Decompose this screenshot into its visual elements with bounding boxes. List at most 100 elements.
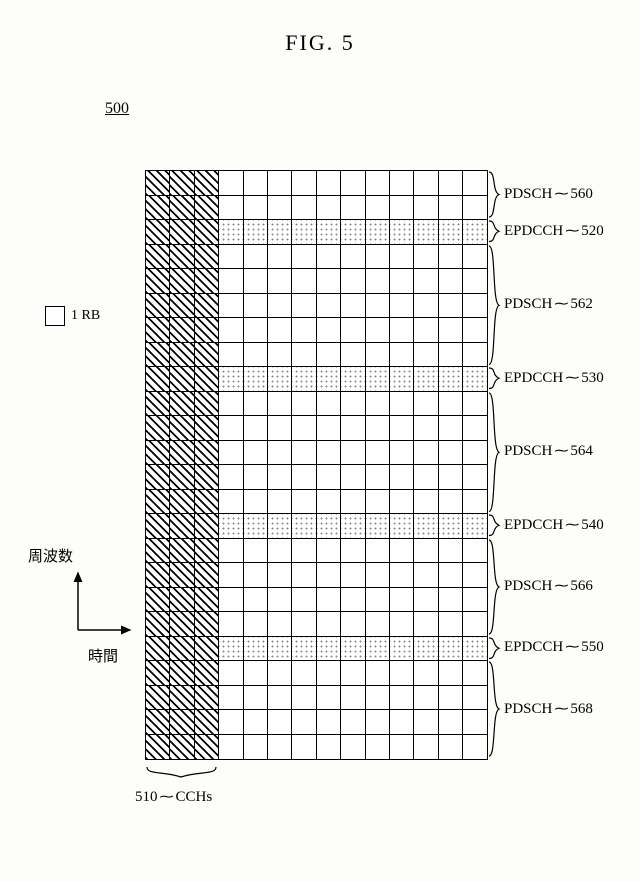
region-label: PDSCH <box>504 701 552 718</box>
grid-cell <box>317 465 341 490</box>
grid-cell <box>341 343 365 368</box>
region-ref: 564 <box>570 443 593 460</box>
leader-icon: ⁓ <box>554 296 568 313</box>
row-region: EPDCCH⁓540 <box>487 513 604 538</box>
grid-cell <box>219 245 243 270</box>
grid-cell <box>317 539 341 564</box>
legend: 1 RB <box>45 306 100 326</box>
grid-cell <box>463 588 487 613</box>
grid-cell <box>170 563 194 588</box>
grid-cell <box>414 220 438 245</box>
grid-cell <box>463 343 487 368</box>
region-ref: 520 <box>581 223 604 240</box>
grid-cell <box>414 269 438 294</box>
grid-cell <box>146 220 170 245</box>
grid-cell <box>292 490 316 515</box>
grid-cell <box>439 490 463 515</box>
grid-cell <box>292 220 316 245</box>
grid-cell <box>439 196 463 221</box>
grid-cell <box>317 171 341 196</box>
grid-cell <box>170 465 194 490</box>
grid-cell <box>341 171 365 196</box>
grid-cell <box>219 294 243 319</box>
grid-cell <box>317 661 341 686</box>
cchs-brace-icon <box>145 765 220 787</box>
grid-cell <box>219 196 243 221</box>
grid-cell <box>146 196 170 221</box>
grid-cell <box>366 465 390 490</box>
brace-icon <box>487 170 501 219</box>
grid-cell <box>244 514 268 539</box>
region-label: PDSCH <box>504 186 552 203</box>
grid-cell <box>439 710 463 735</box>
grid-cell <box>463 294 487 319</box>
cchs-label: 510⁓CCHs <box>135 789 212 806</box>
grid-cell <box>219 318 243 343</box>
grid-cell <box>317 245 341 270</box>
grid-cell <box>292 686 316 711</box>
grid-cell <box>366 196 390 221</box>
grid-cell <box>463 612 487 637</box>
grid-cell <box>366 294 390 319</box>
grid-cell <box>463 416 487 441</box>
row-region: PDSCH⁓560 <box>487 170 593 219</box>
grid-cell <box>414 637 438 662</box>
brace-icon <box>487 391 501 514</box>
axis-time-label: 時間 <box>88 645 118 666</box>
grid-cell <box>195 686 219 711</box>
grid-cell <box>146 710 170 735</box>
grid-cell <box>366 416 390 441</box>
grid-cell <box>341 392 365 417</box>
grid-cell <box>219 490 243 515</box>
grid-cell <box>463 269 487 294</box>
grid-cell <box>146 171 170 196</box>
grid-cell <box>219 661 243 686</box>
grid-cell <box>463 392 487 417</box>
grid-cell <box>170 612 194 637</box>
cchs-brace-group: 510⁓CCHs <box>145 765 220 792</box>
grid-cell <box>439 245 463 270</box>
grid-cell <box>463 171 487 196</box>
grid-cell <box>268 294 292 319</box>
grid-cell <box>268 514 292 539</box>
leader-icon: ⁓ <box>565 639 579 656</box>
grid-cell <box>244 661 268 686</box>
brace-icon <box>487 538 501 636</box>
leader-icon: ⁓ <box>565 223 579 240</box>
grid-cell <box>439 514 463 539</box>
figure-title: FIG. 5 <box>0 30 640 56</box>
brace-icon <box>487 366 501 391</box>
grid-cell <box>414 539 438 564</box>
grid-cell <box>317 735 341 760</box>
grid-cell <box>244 171 268 196</box>
row-region: EPDCCH⁓550 <box>487 636 604 661</box>
grid-cell <box>292 661 316 686</box>
grid-cell <box>219 539 243 564</box>
grid-cell <box>341 539 365 564</box>
grid-cell <box>146 539 170 564</box>
grid-cell <box>195 588 219 613</box>
grid-cell <box>317 367 341 392</box>
grid-cell <box>439 465 463 490</box>
grid-cell <box>170 269 194 294</box>
grid-cell <box>244 710 268 735</box>
grid-cell <box>244 318 268 343</box>
region-label: PDSCH <box>504 443 552 460</box>
grid-cell <box>170 220 194 245</box>
grid-cell <box>341 465 365 490</box>
grid-cell <box>219 220 243 245</box>
grid-cell <box>317 588 341 613</box>
leader-icon: ⁓ <box>565 517 579 534</box>
grid-cell <box>292 563 316 588</box>
grid-cell <box>292 318 316 343</box>
grid-cell <box>268 171 292 196</box>
row-region: PDSCH⁓564 <box>487 391 593 514</box>
axis-arrows-icon <box>68 565 138 645</box>
grid-cell <box>439 416 463 441</box>
grid-cell <box>414 686 438 711</box>
grid-cell <box>366 171 390 196</box>
grid-cell <box>390 220 414 245</box>
grid-cell <box>341 269 365 294</box>
grid-cell <box>463 367 487 392</box>
grid-cell <box>366 490 390 515</box>
